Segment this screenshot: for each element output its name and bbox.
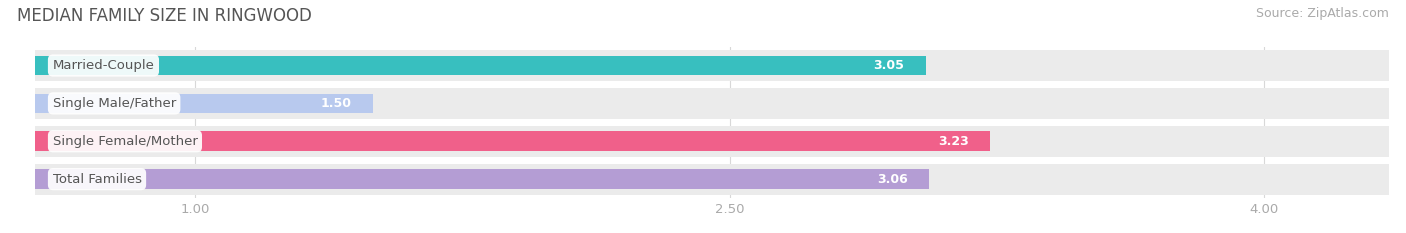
Text: 3.05: 3.05: [873, 59, 904, 72]
Text: Single Female/Mother: Single Female/Mother: [52, 135, 197, 148]
Text: Single Male/Father: Single Male/Father: [52, 97, 176, 110]
Bar: [35, 50, 1389, 81]
Bar: [35, 56, 925, 75]
Text: 3.06: 3.06: [877, 173, 908, 186]
Text: MEDIAN FAMILY SIZE IN RINGWOOD: MEDIAN FAMILY SIZE IN RINGWOOD: [17, 7, 312, 25]
Text: Married-Couple: Married-Couple: [52, 59, 155, 72]
Bar: [35, 131, 990, 151]
Text: 1.50: 1.50: [321, 97, 352, 110]
Bar: [35, 126, 1389, 157]
Text: Total Families: Total Families: [52, 173, 142, 186]
Text: Source: ZipAtlas.com: Source: ZipAtlas.com: [1256, 7, 1389, 20]
Text: 3.23: 3.23: [938, 135, 969, 148]
Bar: [35, 88, 1389, 119]
Bar: [35, 169, 929, 189]
Bar: [35, 93, 374, 113]
Bar: [35, 164, 1389, 195]
